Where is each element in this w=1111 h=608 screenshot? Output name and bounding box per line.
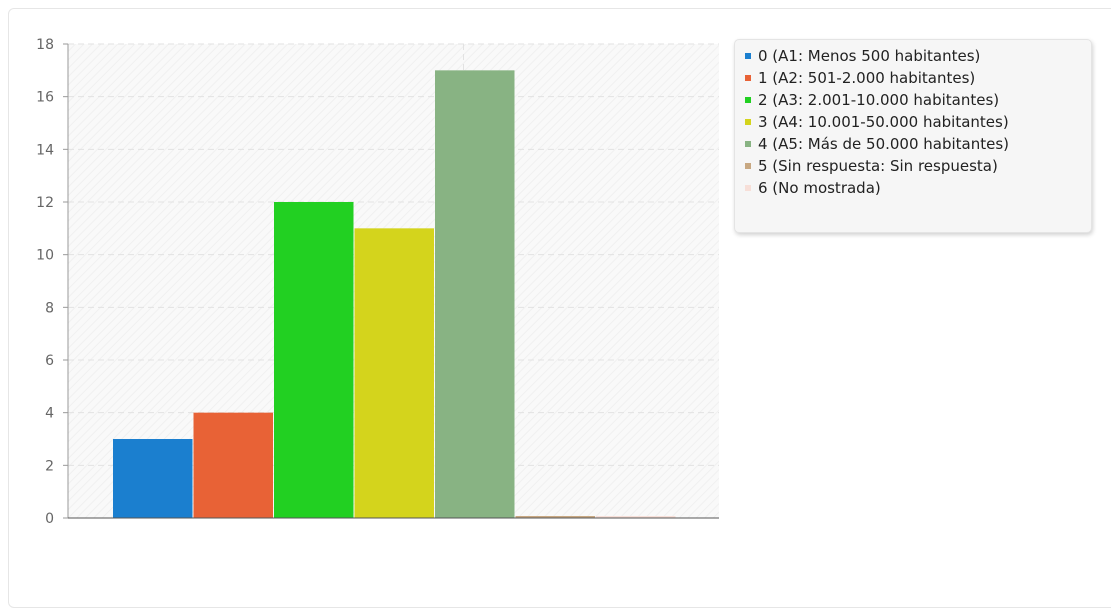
y-tick-label: 8: [45, 300, 54, 316]
legend-swatch: [745, 119, 751, 125]
legend-item-4[interactable]: 4 (A5: Más de 50.000 habitantes): [745, 133, 1091, 155]
bar-4[interactable]: [435, 70, 515, 518]
y-tick-label: 18: [36, 37, 54, 53]
legend-swatch: [745, 163, 751, 169]
legend-item-2[interactable]: 2 (A3: 2.001-10.000 habitantes): [745, 89, 1091, 111]
bar-chart: 0 2 4 6 8 10 12 14 16 18: [36, 37, 719, 527]
legend-label: 2 (A3: 2.001-10.000 habitantes): [758, 91, 1000, 109]
legend-swatch: [745, 97, 751, 103]
legend-swatch: [745, 75, 751, 81]
y-tick-label: 10: [36, 248, 54, 264]
legend-swatch: [745, 53, 751, 59]
y-tick-label: 16: [36, 90, 54, 106]
legend-label: 1 (A2: 501-2.000 habitantes): [758, 69, 976, 87]
legend-item-0[interactable]: 0 (A1: Menos 500 habitantes): [745, 45, 1091, 67]
y-tick-label: 14: [36, 142, 54, 158]
legend-item-3[interactable]: 3 (A4: 10.001-50.000 habitantes): [745, 111, 1091, 133]
legend-item-5[interactable]: 5 (Sin respuesta: Sin respuesta): [745, 155, 1091, 177]
chart-legend: 0 (A1: Menos 500 habitantes) 1 (A2: 501-2…: [734, 39, 1092, 233]
bar-0[interactable]: [113, 439, 193, 518]
legend-item-6[interactable]: 6 (No mostrada): [745, 177, 1091, 199]
legend-label: 0 (A1: Menos 500 habitantes): [758, 47, 981, 65]
bar-6[interactable]: [596, 516, 676, 518]
y-tick-label: 2: [45, 458, 54, 474]
bar-2[interactable]: [274, 202, 354, 518]
legend-label: 3 (A4: 10.001-50.000 habitantes): [758, 113, 1009, 131]
legend-item-1[interactable]: 1 (A2: 501-2.000 habitantes): [745, 67, 1091, 89]
bars-group: [113, 70, 676, 519]
bar-5[interactable]: [515, 516, 596, 518]
legend-swatch: [745, 185, 751, 191]
legend-label: 6 (No mostrada): [758, 179, 881, 197]
y-axis-ticks: 0 2 4 6 8 10 12 14 16 18: [36, 37, 68, 527]
legend-label: 4 (A5: Más de 50.000 habitantes): [758, 135, 1010, 153]
legend-label: 5 (Sin respuesta: Sin respuesta): [758, 157, 998, 175]
bar-1[interactable]: [193, 412, 274, 518]
y-tick-label: 12: [36, 195, 54, 211]
y-tick-label: 0: [45, 511, 54, 527]
bar-3[interactable]: [354, 228, 435, 519]
legend-swatch: [745, 141, 751, 147]
y-tick-label: 6: [45, 353, 54, 369]
y-tick-label: 4: [45, 406, 54, 422]
